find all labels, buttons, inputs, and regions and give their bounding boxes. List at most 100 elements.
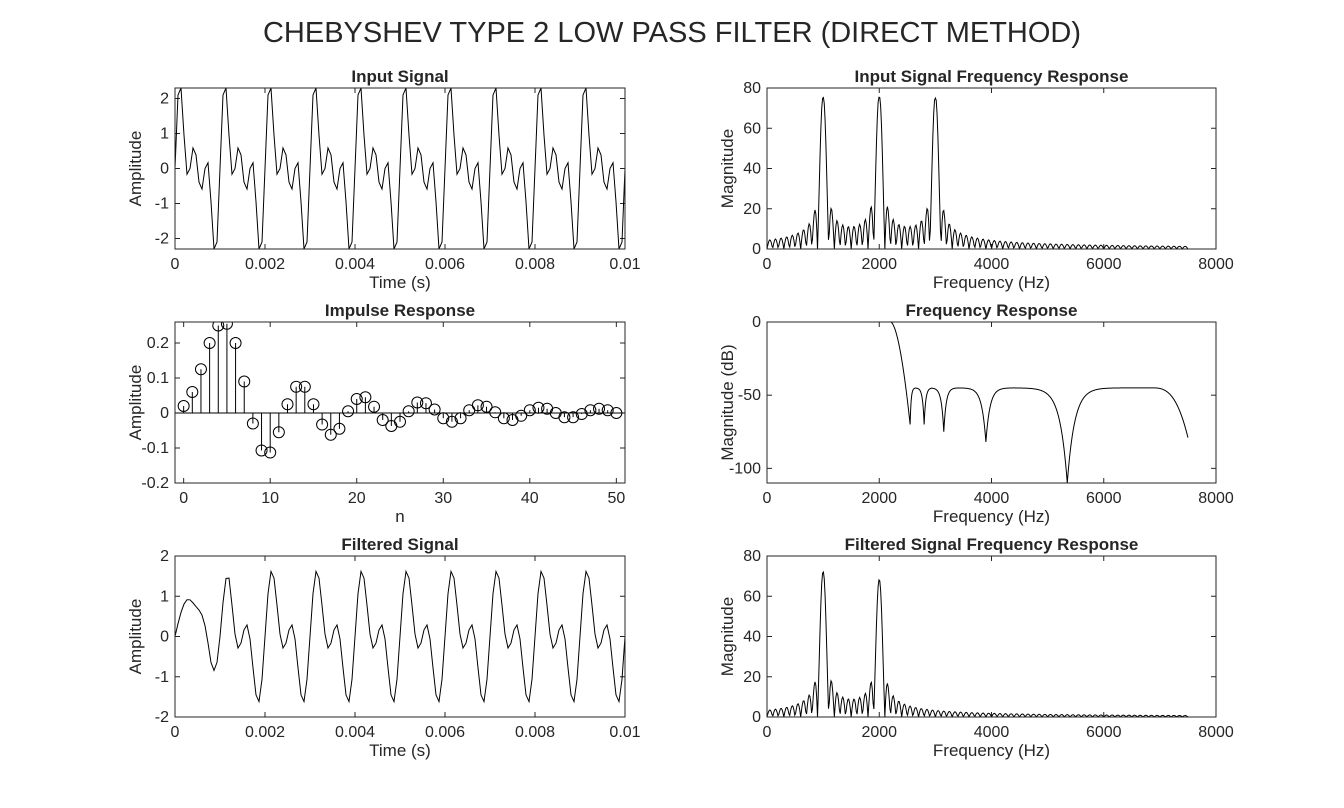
y-tick-label: 20 bbox=[743, 669, 761, 686]
x-tick-label: 8000 bbox=[1198, 724, 1234, 741]
y-tick-label: 0 bbox=[752, 709, 761, 726]
x-tick-label: 0.004 bbox=[335, 724, 375, 741]
series-line bbox=[767, 96, 1189, 249]
x-axis-label: Frequency (Hz) bbox=[933, 741, 1050, 760]
y-tick-label: 40 bbox=[743, 161, 761, 178]
axes-border bbox=[174, 555, 626, 718]
x-tick-label: 30 bbox=[434, 490, 452, 507]
x-axis-label: Frequency (Hz) bbox=[933, 507, 1050, 526]
y-tick-label: -2 bbox=[155, 709, 169, 726]
stem-marker bbox=[281, 398, 294, 411]
stem-marker bbox=[186, 386, 199, 398]
x-axis-label: Time (s) bbox=[369, 741, 431, 760]
series-group bbox=[767, 322, 1189, 483]
stem-marker bbox=[480, 400, 493, 413]
y-tick-label: -50 bbox=[738, 387, 761, 404]
stem-marker bbox=[376, 414, 389, 426]
y-tick-label: 1 bbox=[160, 588, 169, 605]
y-tick-label: 20 bbox=[743, 201, 761, 218]
y-tick-label: 80 bbox=[743, 80, 761, 97]
x-tick-label: 0.008 bbox=[515, 256, 555, 273]
series-line bbox=[175, 88, 625, 249]
series-group bbox=[175, 322, 625, 459]
series-group bbox=[175, 569, 625, 704]
axes-border bbox=[174, 321, 626, 484]
x-axis-label: Frequency (Hz) bbox=[933, 273, 1050, 292]
x-tick-label: 2000 bbox=[861, 490, 897, 507]
y-tick-label: 1 bbox=[160, 126, 169, 143]
series-group bbox=[767, 570, 1189, 717]
stem-marker bbox=[333, 422, 346, 435]
series-line bbox=[175, 569, 625, 704]
x-tick-label: 4000 bbox=[974, 490, 1010, 507]
frequency-response-plot: Frequency Response Frequency (Hz) Magnit… bbox=[718, 301, 1234, 526]
x-tick-label: 2000 bbox=[861, 724, 897, 741]
y-axis-label: Amplitude bbox=[126, 365, 145, 441]
x-tick-label: 0.01 bbox=[609, 256, 640, 273]
stem-marker bbox=[532, 401, 545, 414]
x-tick-label: 50 bbox=[607, 490, 625, 507]
y-tick-label: 2 bbox=[160, 548, 169, 565]
y-axis-label: Magnitude bbox=[718, 129, 737, 208]
impulse-response-plot: Impulse Response n Amplitude 0 10 20 30 40 50… bbox=[126, 301, 626, 526]
input-spectrum-plot: Input Signal Frequency Response Frequenc… bbox=[718, 67, 1234, 292]
stem-marker bbox=[246, 417, 259, 430]
x-tick-label: 0 bbox=[179, 490, 188, 507]
stem-marker bbox=[445, 415, 458, 428]
x-tick-label: 0 bbox=[171, 256, 180, 273]
y-tick-label: -0.1 bbox=[141, 440, 169, 457]
plot-title: Impulse Response bbox=[325, 301, 475, 320]
x-tick-label: 4000 bbox=[974, 724, 1010, 741]
filtered-spectrum-plot: Filtered Signal Frequency Response Frequ… bbox=[718, 535, 1234, 760]
x-tick-label: 0 bbox=[763, 490, 772, 507]
stem-marker bbox=[212, 322, 225, 332]
plot-title: Filtered Signal Frequency Response bbox=[845, 535, 1139, 554]
y-tick-label: 0.2 bbox=[147, 335, 169, 352]
stem-marker bbox=[558, 411, 571, 424]
plot-title: Input Signal Frequency Response bbox=[855, 67, 1129, 86]
stem-marker bbox=[359, 391, 372, 404]
stem-marker bbox=[238, 375, 251, 388]
y-tick-label: -0.2 bbox=[141, 475, 169, 492]
series-group bbox=[767, 96, 1189, 249]
stem-marker bbox=[350, 393, 363, 405]
x-tick-label: 0.002 bbox=[245, 256, 285, 273]
stem-marker bbox=[272, 426, 285, 439]
stem-marker bbox=[203, 337, 216, 349]
stem-marker bbox=[298, 380, 311, 393]
series-line bbox=[767, 570, 1189, 717]
stem-marker bbox=[419, 397, 432, 410]
filtered-signal-plot: Filtered Signal Time (s) Amplitude 0 0.00… bbox=[126, 535, 641, 760]
axes-frame bbox=[766, 87, 1217, 250]
axes-border bbox=[766, 321, 1217, 484]
stem-marker bbox=[264, 446, 277, 459]
axes-frame bbox=[174, 321, 626, 484]
stem-marker bbox=[497, 412, 510, 425]
y-tick-label: 0 bbox=[752, 241, 761, 258]
y-tick-label: 0 bbox=[160, 161, 169, 178]
stem-marker bbox=[229, 337, 242, 349]
figure-title: CHEBYSHEV TYPE 2 LOW PASS FILTER (DIRECT… bbox=[263, 17, 1081, 49]
stem-marker bbox=[307, 398, 320, 411]
stem-marker bbox=[601, 404, 614, 417]
x-tick-label: 20 bbox=[348, 490, 366, 507]
y-tick-label: -2 bbox=[155, 231, 169, 248]
plot-title: Frequency Response bbox=[906, 301, 1078, 320]
stem-marker bbox=[394, 415, 406, 428]
x-tick-label: 8000 bbox=[1198, 490, 1234, 507]
y-tick-label: 40 bbox=[743, 629, 761, 646]
axes-frame bbox=[766, 555, 1217, 718]
x-tick-label: 0.008 bbox=[515, 724, 555, 741]
x-tick-label: 4000 bbox=[974, 256, 1010, 273]
x-tick-label: 0.01 bbox=[609, 724, 640, 741]
stem-marker bbox=[255, 444, 268, 457]
stem-marker bbox=[402, 405, 415, 418]
y-tick-label: 0 bbox=[160, 629, 169, 646]
stem-marker bbox=[593, 402, 606, 415]
plot-title: Filtered Signal bbox=[341, 535, 458, 554]
x-tick-label: 0 bbox=[171, 724, 180, 741]
stem-marker bbox=[368, 400, 381, 413]
y-axis-label: Amplitude bbox=[126, 599, 145, 675]
stem-marker bbox=[316, 418, 329, 431]
